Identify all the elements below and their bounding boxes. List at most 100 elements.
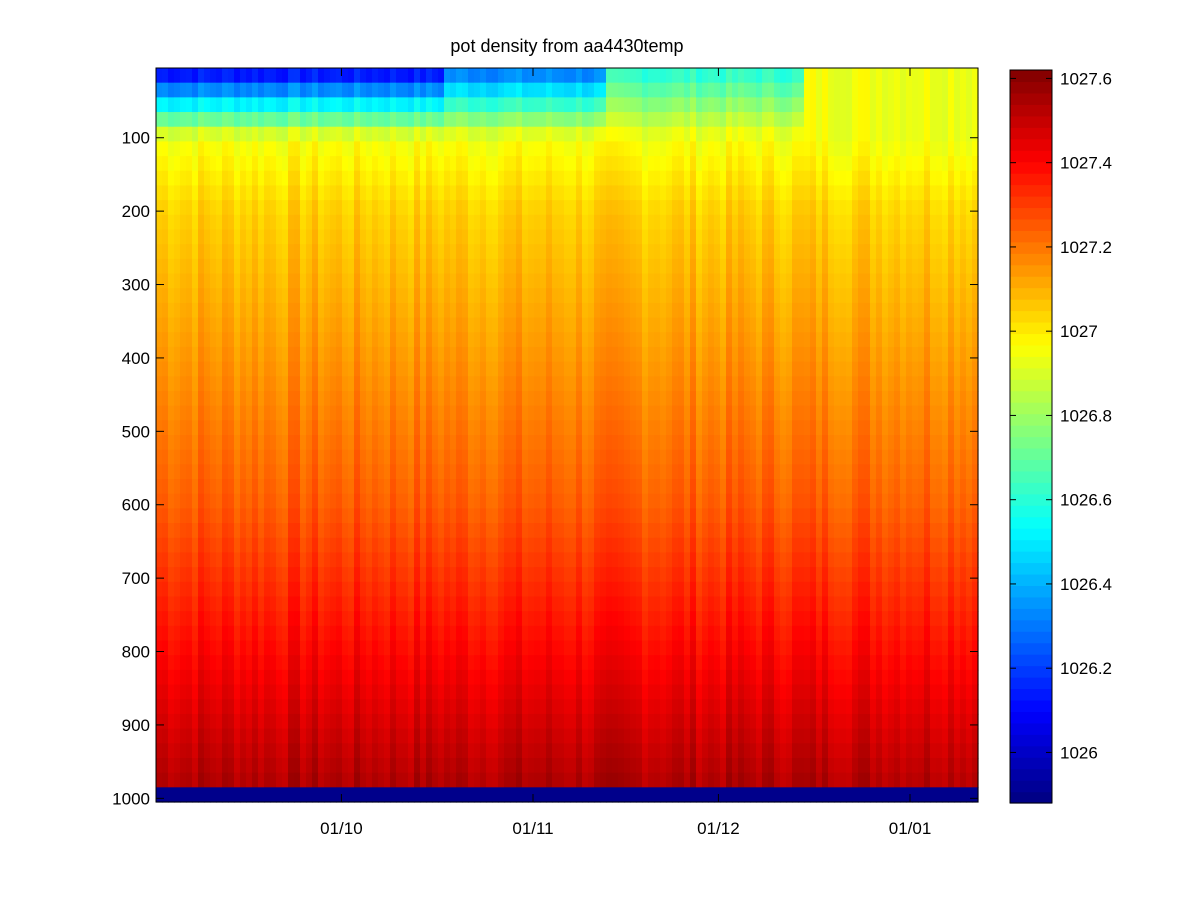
heatmap-cell	[270, 669, 277, 686]
heatmap-cell	[402, 625, 409, 642]
heatmap-cell	[504, 390, 511, 407]
heatmap-cell	[624, 141, 631, 157]
heatmap-cell	[612, 82, 619, 98]
heatmap-cell	[546, 581, 553, 598]
heatmap-cell	[402, 787, 409, 803]
heatmap-cell	[390, 772, 397, 788]
heatmap-cell	[546, 611, 553, 627]
heatmap-cell	[648, 713, 655, 730]
heatmap-cell	[174, 713, 181, 730]
heatmap-cell	[432, 170, 439, 187]
heatmap-cell	[294, 82, 301, 98]
heatmap-cell	[696, 640, 703, 656]
heatmap-cell	[414, 97, 421, 113]
heatmap-cell	[726, 126, 733, 142]
heatmap-cell	[582, 684, 589, 700]
heatmap-cell	[582, 258, 589, 275]
heatmap-cell	[504, 302, 511, 319]
heatmap-cell	[660, 728, 667, 744]
heatmap-cell	[486, 170, 493, 187]
heatmap-cell	[738, 493, 745, 509]
heatmap-cell	[402, 214, 409, 231]
heatmap-cell	[270, 273, 277, 289]
heatmap-cell	[246, 757, 253, 774]
heatmap-cell	[474, 787, 481, 803]
heatmap-cell	[498, 743, 505, 759]
heatmap-cell	[720, 464, 727, 480]
heatmap-cell	[516, 332, 523, 348]
heatmap-cell	[606, 552, 613, 568]
heatmap-cell	[576, 258, 583, 275]
heatmap-cell	[660, 361, 667, 377]
heatmap-cell	[600, 669, 607, 686]
heatmap-cell	[624, 640, 631, 656]
heatmap-cell	[612, 170, 619, 187]
heatmap-cell	[390, 82, 397, 98]
heatmap-cell	[192, 787, 199, 803]
heatmap-cell	[306, 141, 313, 157]
heatmap-cell	[648, 728, 655, 744]
heatmap-cell	[318, 97, 325, 113]
heatmap-cell	[744, 332, 751, 348]
heatmap-cell	[744, 288, 751, 304]
heatmap-cell	[432, 185, 439, 201]
heatmap-cell	[180, 376, 187, 392]
heatmap-cell	[744, 112, 751, 128]
heatmap-cell	[174, 508, 181, 524]
heatmap-cell	[402, 302, 409, 319]
heatmap-cell	[744, 640, 751, 656]
heatmap-cell	[672, 464, 679, 480]
heatmap-cell	[474, 596, 481, 612]
heatmap-cell	[402, 479, 409, 495]
heatmap-cell	[408, 288, 415, 304]
heatmap-cell	[726, 200, 733, 216]
heatmap-cell	[336, 244, 343, 260]
heatmap-cell	[258, 537, 265, 554]
heatmap-cell	[408, 640, 415, 656]
heatmap-cell	[492, 258, 499, 275]
heatmap-cell	[432, 669, 439, 686]
heatmap-cell	[534, 273, 541, 289]
heatmap-cell	[264, 156, 271, 172]
heatmap-cell	[438, 567, 445, 583]
heatmap-cell	[498, 435, 505, 451]
heatmap-cell	[258, 302, 265, 319]
heatmap-cell	[648, 464, 655, 480]
heatmap-cell	[252, 390, 259, 407]
heatmap-cell	[708, 405, 715, 421]
heatmap-cell	[630, 552, 637, 568]
heatmap-cell	[222, 625, 229, 642]
heatmap-cell	[678, 420, 685, 436]
heatmap-cell	[228, 229, 235, 245]
heatmap-cell	[498, 464, 505, 480]
heatmap-cell	[264, 435, 271, 451]
heatmap-cell	[234, 390, 241, 407]
heatmap-cell	[606, 581, 613, 598]
heatmap-cell	[618, 156, 625, 172]
heatmap-cell	[306, 640, 313, 656]
heatmap-cell	[468, 156, 475, 172]
heatmap-cell	[168, 508, 175, 524]
heatmap-cell	[192, 288, 199, 304]
heatmap-cell	[528, 537, 535, 554]
heatmap-cell	[678, 97, 685, 113]
heatmap-cell	[528, 464, 535, 480]
heatmap-cell	[432, 728, 439, 744]
heatmap-cell	[642, 346, 649, 363]
heatmap-cell	[198, 493, 205, 509]
heatmap-cell	[408, 214, 415, 231]
heatmap-cell	[654, 156, 661, 172]
heatmap-cell	[330, 699, 337, 715]
heatmap-cell	[318, 552, 325, 568]
heatmap-cell	[438, 258, 445, 275]
heatmap-cell	[156, 112, 163, 128]
heatmap-cell	[234, 464, 241, 480]
heatmap-cell	[666, 523, 673, 539]
heatmap-cell	[498, 787, 505, 803]
heatmap-cell	[600, 552, 607, 568]
heatmap-cell	[438, 229, 445, 245]
heatmap-cell	[420, 332, 427, 348]
heatmap-cell	[660, 508, 667, 524]
heatmap-cell	[294, 699, 301, 715]
heatmap-cell	[444, 317, 451, 333]
